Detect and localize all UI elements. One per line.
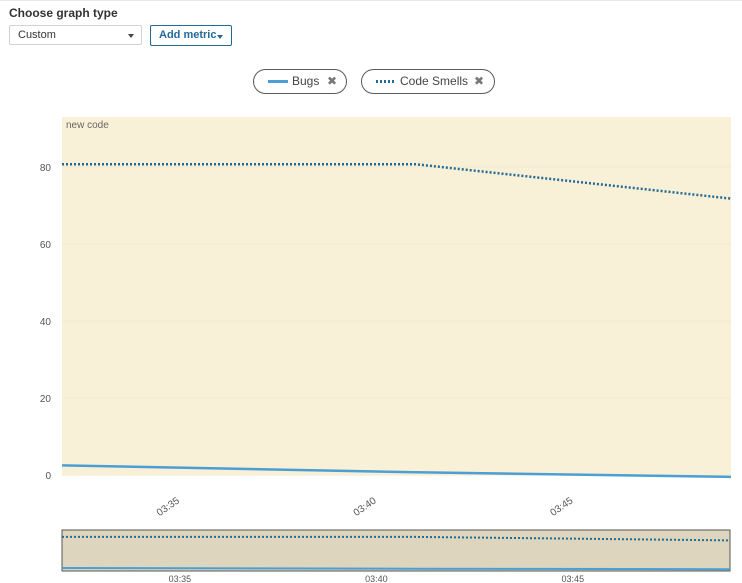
legend-pill-code-smells[interactable]: Code Smells ✖ [361,69,495,94]
navigator-tick-label: 03:45 [562,574,585,583]
add-metric-label: Add metric [159,29,217,41]
remove-code-smells-icon[interactable]: ✖ [474,74,485,88]
x-tick-label: 03:40 [352,495,379,519]
series-line-code-smells [62,163,732,200]
new-code-band [62,117,731,475]
chevron-down-icon [217,35,223,39]
dotted-line-icon [376,80,396,83]
navigator-line-code-smells [62,535,731,542]
y-tick-label: 60 [40,240,52,251]
add-metric-button[interactable]: Add metric [150,25,232,46]
graph-type-heading: Choose graph type [9,6,118,20]
main-plot: new code 0 20 40 60 80 03:35 03:40 03:45 [40,117,732,519]
navigator-tick-label: 03:35 [169,574,192,583]
y-tick-label: 40 [40,317,52,328]
y-tick-label: 20 [40,394,52,405]
x-tick-label: 03:35 [155,495,182,519]
x-tick-label: 03:45 [548,495,575,519]
graph-type-select[interactable]: Custom [9,25,142,45]
y-tick-label: 0 [45,471,51,482]
legend-label-bugs: Bugs [292,74,320,88]
legend-pill-bugs[interactable]: Bugs ✖ [253,69,347,94]
solid-line-icon [268,80,288,83]
series-line-bugs [61,464,732,479]
remove-bugs-icon[interactable]: ✖ [327,74,338,88]
top-border [0,0,742,1]
new-code-label: new code [66,120,109,131]
legend-label-code-smells: Code Smells [400,74,469,88]
y-tick-label: 80 [40,163,52,174]
graph-type-value: Custom [18,29,56,41]
chevron-down-icon [128,34,134,38]
navigator-line-bugs [61,567,731,571]
navigator-tick-label: 03:40 [365,574,388,583]
navigator[interactable]: 03:35 03:40 03:45 [61,529,731,583]
